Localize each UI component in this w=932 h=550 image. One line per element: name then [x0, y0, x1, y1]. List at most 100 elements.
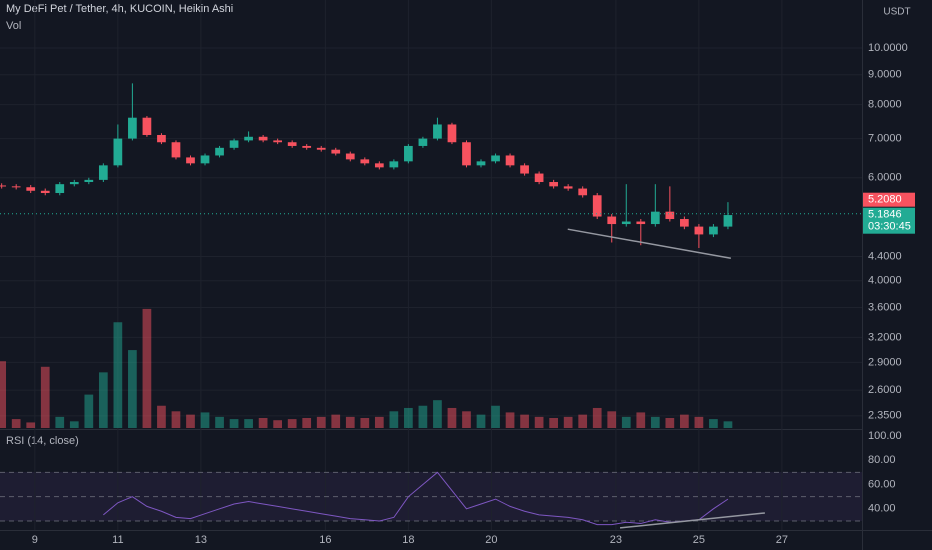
volume-bar: [491, 405, 500, 428]
volume-bar: [709, 419, 718, 428]
rsi-tick-label: 80.00: [868, 454, 896, 466]
candle-body: [40, 190, 50, 194]
candle-body: [491, 155, 500, 162]
y-tick-label: 8.0000: [868, 99, 902, 111]
volume-bar: [534, 416, 544, 428]
volume-bar: [723, 421, 733, 428]
candle-body: [244, 136, 253, 141]
candle-body: [680, 219, 689, 227]
volume-bar: [592, 407, 602, 428]
rsi-line: [103, 471, 729, 526]
y-tick-label: 2.3500: [868, 410, 902, 422]
currency-label: USDT: [883, 7, 910, 18]
candle-body: [287, 142, 297, 146]
candle-body: [549, 182, 558, 187]
candle-body: [374, 163, 384, 168]
candle-body: [84, 179, 94, 183]
volume-bar: [404, 407, 413, 428]
candle-body: [607, 216, 617, 225]
y-tick-label: 4.0000: [868, 275, 902, 287]
volume-bar: [273, 420, 283, 428]
candle-body: [273, 140, 283, 143]
volume-bar: [128, 350, 137, 428]
candle-body: [520, 165, 529, 174]
volume-bar: [229, 419, 239, 428]
volume-bar: [578, 414, 588, 428]
volume-bar: [142, 308, 152, 428]
y-tick-label: 4.4000: [868, 250, 902, 262]
volume-bar: [287, 419, 297, 428]
candle-body: [418, 138, 428, 146]
volume-bar: [520, 414, 529, 428]
volume-bar: [157, 405, 166, 428]
candle-body: [360, 159, 370, 164]
volume-bar: [636, 412, 646, 428]
rsi-label: RSI (14, close): [6, 435, 79, 447]
rsi-trendline: [619, 512, 765, 529]
volume-label: Vol: [6, 20, 21, 32]
candle-body: [694, 226, 704, 235]
volume-bar: [302, 417, 312, 428]
volume-bar: [607, 411, 617, 428]
candle-body: [157, 134, 166, 143]
candle-body: [55, 184, 65, 194]
x-tick-label: 13: [195, 534, 207, 546]
x-tick-label: 18: [402, 534, 414, 546]
volume-bar: [200, 412, 210, 428]
candle-body: [0, 185, 7, 187]
chart-title: My DeFi Pet / Tether, 4h, KUCOIN, Heikin…: [6, 3, 233, 15]
volume-bar: [84, 394, 94, 428]
y-tick-label: 3.6000: [868, 301, 902, 313]
x-tick-label: 25: [693, 534, 705, 546]
candle-body: [345, 153, 355, 160]
y-tick-label: 2.9000: [868, 356, 902, 368]
price-label-box: [863, 192, 915, 207]
volume-bar: [98, 372, 108, 428]
candle-body: [650, 211, 660, 225]
volume-bar: [447, 407, 457, 428]
volume-bar: [476, 414, 486, 428]
volume-bar: [505, 412, 515, 428]
volume-bar: [69, 421, 79, 428]
volume-bar: [462, 411, 471, 428]
candle-body: [578, 188, 588, 196]
x-tick-label: 20: [485, 534, 497, 546]
candle-body: [142, 117, 152, 135]
volume-bar: [55, 416, 65, 428]
volume-bar: [26, 422, 36, 428]
y-tick-label: 3.2000: [868, 331, 902, 343]
candle-body: [186, 157, 195, 164]
candle-body: [200, 155, 210, 164]
candle-body: [215, 147, 224, 156]
price-label-box: [863, 207, 915, 234]
candle-body: [505, 155, 515, 166]
candle-body: [302, 145, 312, 148]
candle-body: [128, 117, 137, 139]
candle-body: [11, 186, 21, 188]
trendline: [567, 228, 731, 259]
y-tick-label: 6.0000: [868, 172, 902, 184]
candle-body: [433, 124, 442, 139]
candle-body: [636, 221, 646, 225]
x-tick-label: 9: [32, 534, 38, 546]
rsi-tick-label: 100.00: [868, 430, 902, 442]
volume-bar: [665, 417, 675, 428]
candle-body: [476, 161, 486, 166]
volume-bar: [418, 405, 428, 428]
candle-body: [447, 124, 457, 143]
volume-bar: [186, 414, 195, 428]
candle-body: [229, 140, 239, 148]
price-label: 5.1846: [868, 209, 902, 221]
volume-bar: [331, 414, 341, 428]
candle-body: [621, 221, 631, 225]
candle-body: [534, 173, 544, 183]
rsi-tick-label: 40.00: [868, 503, 896, 515]
candle-body: [404, 145, 413, 162]
volume-bar: [0, 361, 7, 428]
candle-body: [98, 165, 108, 180]
countdown: 03:30:45: [868, 221, 911, 233]
x-tick-label: 27: [776, 534, 788, 546]
volume-bar: [549, 417, 558, 428]
